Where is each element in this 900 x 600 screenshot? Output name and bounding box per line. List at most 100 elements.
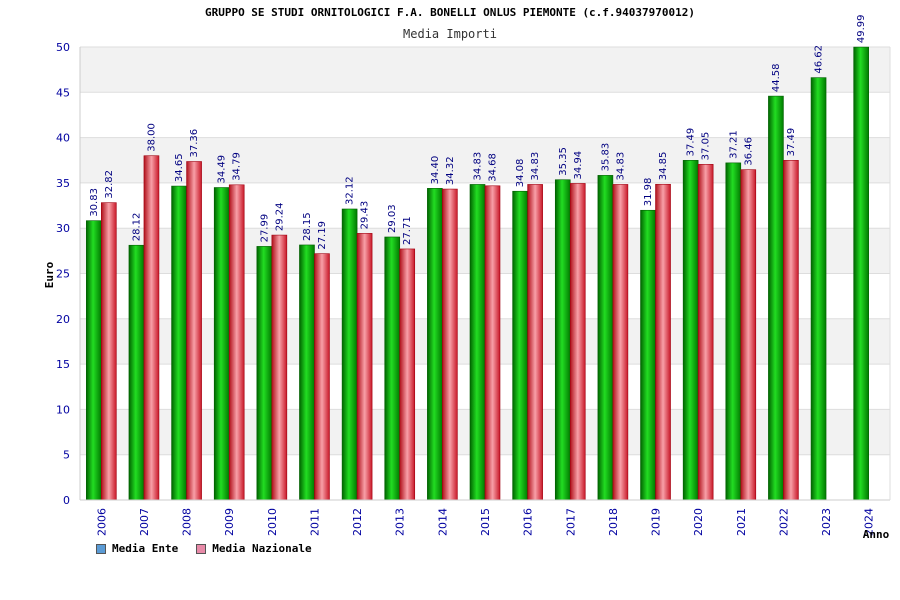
value-label-ente: 44.58 <box>771 63 782 92</box>
y-tick-label: 10 <box>56 403 70 416</box>
y-axis-label: Euro <box>43 261 56 288</box>
value-label-nazionale: 38.00 <box>146 123 157 152</box>
bar-media-ente <box>128 244 145 501</box>
value-label-ente: 49.99 <box>856 14 867 43</box>
value-label-nazionale: 27.19 <box>317 221 328 250</box>
x-tick-label: 2012 <box>351 508 364 536</box>
bar-media-nazionale <box>783 160 799 501</box>
chart-title: GRUPPO SE STUDI ORNITOLOGICI F.A. BONELL… <box>205 6 695 19</box>
legend-item-nazionale: Media Nazionale <box>196 542 312 555</box>
value-label-nazionale: 34.85 <box>658 152 669 181</box>
bar-media-ente <box>554 179 571 501</box>
bar-media-nazionale <box>569 183 586 501</box>
value-label-ente: 34.65 <box>174 153 185 182</box>
value-label-nazionale: 27.71 <box>402 216 413 245</box>
value-label-ente: 31.98 <box>643 178 654 207</box>
bar-media-ente <box>853 46 869 501</box>
bar-media-nazionale <box>228 184 245 501</box>
bar-media-ente <box>341 208 358 501</box>
value-label-nazionale: 37.05 <box>701 132 712 161</box>
x-tick-label: 2009 <box>223 508 236 536</box>
y-tick-label: 45 <box>56 86 70 99</box>
value-label-nazionale: 34.83 <box>615 152 626 181</box>
bar-media-nazionale <box>314 253 330 501</box>
bar-media-nazionale <box>442 188 458 501</box>
bar-media-nazionale <box>740 169 757 501</box>
bar-media-ente <box>768 95 784 501</box>
value-label-ente: 34.83 <box>473 152 484 181</box>
bar-media-ente <box>512 190 528 501</box>
x-tick-label: 2023 <box>820 508 833 536</box>
bar-media-ente <box>469 184 486 501</box>
bar-media-ente <box>299 244 315 501</box>
value-label-ente: 30.83 <box>89 188 100 217</box>
x-tick-label: 2018 <box>607 508 620 536</box>
bar-media-ente <box>384 236 401 501</box>
bar-media-ente <box>725 162 742 501</box>
y-tick-label: 35 <box>56 177 70 190</box>
value-label-nazionale: 34.68 <box>488 153 499 182</box>
value-label-ente: 34.40 <box>430 156 441 185</box>
bar-media-ente <box>682 160 699 501</box>
y-tick-label: 0 <box>63 494 70 507</box>
x-tick-label: 2019 <box>650 508 663 536</box>
x-tick-label: 2017 <box>564 508 577 536</box>
x-tick-label: 2010 <box>266 508 279 536</box>
value-label-ente: 28.15 <box>302 212 313 241</box>
bar-media-ente <box>86 220 102 501</box>
bar-media-ente <box>171 185 187 501</box>
value-label-nazionale: 36.46 <box>743 137 754 166</box>
value-label-ente: 37.21 <box>728 130 739 159</box>
x-tick-label: 2020 <box>692 508 705 536</box>
grid-band <box>80 47 890 93</box>
value-label-ente: 34.08 <box>515 159 526 188</box>
value-label-ente: 35.83 <box>600 143 611 172</box>
legend-label-ente: Media Ente <box>112 542 179 555</box>
value-label-nazionale: 34.32 <box>445 156 456 185</box>
x-tick-label: 2014 <box>436 508 449 536</box>
value-label-ente: 46.62 <box>814 45 825 74</box>
legend-swatch-ente <box>96 543 106 554</box>
value-label-nazionale: 34.79 <box>232 152 243 181</box>
y-tick-label: 25 <box>56 268 70 281</box>
y-tick-label: 50 <box>56 41 70 54</box>
x-tick-label: 2016 <box>522 508 535 536</box>
bar-media-nazionale <box>271 234 288 501</box>
value-label-ente: 35.35 <box>558 147 569 176</box>
legend-item-ente: Media Ente <box>96 542 178 555</box>
bar-media-nazionale <box>697 164 714 501</box>
bar-media-nazionale <box>484 185 501 501</box>
value-label-ente: 37.49 <box>686 128 697 157</box>
legend-label-nazionale: Media Nazionale <box>212 542 312 555</box>
y-tick-label: 5 <box>63 449 70 462</box>
x-tick-label: 2024 <box>863 508 876 536</box>
bar-media-nazionale <box>399 248 416 501</box>
legend-swatch-nazionale <box>196 543 207 554</box>
bar-media-nazionale <box>186 161 202 501</box>
x-tick-label: 2008 <box>181 508 194 536</box>
value-label-nazionale: 37.49 <box>786 128 797 157</box>
value-label-nazionale: 29.43 <box>360 201 371 230</box>
x-axis-label: Anno <box>863 528 890 541</box>
value-label-nazionale: 34.83 <box>530 152 541 181</box>
chart-subtitle: Media Importi <box>403 27 497 41</box>
value-label-nazionale: 37.36 <box>189 129 200 158</box>
bar-media-ente <box>256 246 273 501</box>
bar-media-nazionale <box>356 233 373 501</box>
y-tick-label: 30 <box>56 222 70 235</box>
value-label-nazionale: 32.82 <box>104 170 115 199</box>
x-tick-label: 2006 <box>95 508 108 536</box>
x-tick-label: 2015 <box>479 508 492 536</box>
x-tick-label: 2007 <box>138 508 151 536</box>
value-label-ente: 34.49 <box>217 155 228 184</box>
value-label-nazionale: 29.24 <box>274 202 285 231</box>
y-tick-label: 20 <box>56 313 70 326</box>
bar-media-nazionale <box>143 155 160 501</box>
bar-media-ente <box>640 209 656 501</box>
bar-media-nazionale <box>101 202 117 501</box>
bar-media-ente <box>810 77 827 501</box>
bar-media-nazionale <box>527 184 543 501</box>
bar-media-ente <box>597 175 614 501</box>
legend: Media Ente Media Nazionale <box>96 542 312 555</box>
